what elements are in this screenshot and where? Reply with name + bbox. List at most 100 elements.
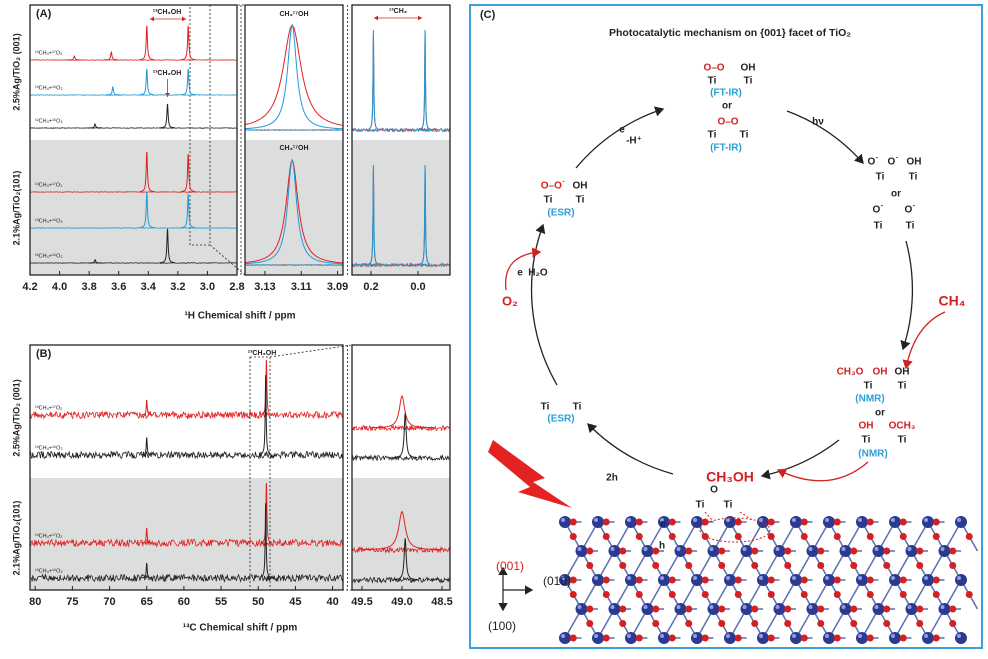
ti-atom (790, 516, 802, 528)
diagram-label: e (619, 125, 625, 136)
ti-atom (773, 603, 786, 615)
diagram-label: (FT-IR) (710, 88, 742, 99)
annotation: ¹³CH₃OH (153, 9, 182, 16)
atom-highlight (643, 605, 648, 609)
diagram-label: (NMR) (858, 449, 887, 460)
atom-highlight (957, 576, 961, 580)
diagram-label: OH (873, 367, 888, 378)
diagram-label: 2h (606, 473, 618, 484)
ti-atom (757, 516, 769, 528)
o-atom (817, 620, 825, 627)
panel-frame (29, 4, 238, 276)
o-atom (586, 562, 594, 569)
ti-atom (691, 516, 703, 528)
atom-highlight (924, 634, 928, 638)
o-atom (932, 634, 940, 642)
atom-highlight (775, 605, 780, 609)
o-atom (866, 533, 874, 540)
atom-highlight (693, 634, 697, 638)
panel-frame (29, 344, 344, 591)
light-bolt (488, 440, 572, 508)
peak (393, 413, 418, 459)
baseline (30, 450, 343, 460)
ti-atom (806, 545, 819, 557)
baseline (30, 538, 343, 549)
ti-atom (674, 545, 687, 557)
o-atom (718, 620, 726, 627)
atom-highlight (676, 605, 681, 609)
peak (369, 395, 435, 429)
atom-highlight (742, 605, 747, 609)
o-atom (833, 533, 841, 540)
trace-label: ¹³CH₄+¹⁶O₂ (35, 567, 63, 574)
diagram-label: (001) (496, 559, 524, 573)
peak (180, 153, 196, 193)
x-tick-label: 4.0 (52, 281, 67, 293)
ti-atom (757, 574, 769, 586)
atom-highlight (858, 634, 862, 638)
annotation: CH₃¹⁷OH (279, 11, 308, 18)
o-atom (635, 533, 643, 540)
ti-atom (905, 603, 918, 615)
baseline (245, 264, 343, 266)
panel-frame (351, 344, 451, 591)
spectrum-plot (30, 25, 237, 264)
atom-highlight (891, 576, 895, 580)
o-atom (767, 533, 775, 540)
o-atom (899, 518, 907, 526)
baseline (245, 129, 343, 131)
baseline (352, 262, 450, 268)
o-atom (784, 620, 792, 627)
atom-highlight (627, 576, 631, 580)
x-axis-label: ¹H Chemical shift / ppm (184, 311, 295, 322)
o-atom (883, 562, 891, 569)
o-atom (833, 576, 841, 584)
o-atom (635, 518, 643, 526)
o-atom (899, 576, 907, 584)
group-label: 2.5%Ag/TiO₂ (001) (11, 33, 21, 110)
trace-label: ¹²CH₄+¹⁶O₂ (35, 252, 63, 259)
diagram-label: O˙ (904, 205, 915, 216)
baseline (30, 59, 237, 61)
diagram-label: O˙ (887, 157, 898, 168)
o-atom (866, 591, 874, 598)
atom-highlight (709, 547, 714, 551)
o-atom (916, 620, 924, 627)
o-atom (965, 591, 973, 598)
atom-highlight (610, 605, 615, 609)
o-atom (751, 562, 759, 569)
peak (105, 85, 121, 96)
diagram-label: O₂ (502, 293, 518, 308)
x-tick-label: 48.5 (431, 596, 452, 608)
trace-label: ¹³CH₄+¹⁶O₂ (35, 217, 63, 224)
o-atom (685, 562, 693, 569)
diagram-label: or (891, 189, 901, 200)
atom-highlight (792, 518, 796, 522)
group-label: 2.1%Ag/TiO₂(101) (11, 501, 21, 576)
diagram-label: Ti (724, 500, 733, 511)
ti-atom (839, 545, 852, 557)
o-atom (652, 547, 660, 555)
o-atom (635, 576, 643, 584)
peak (420, 29, 430, 130)
annotation: CH₃¹⁷OH (279, 145, 308, 152)
o-atom (883, 547, 891, 555)
ti-atom (658, 574, 670, 586)
x-tick-label: 3.4 (141, 281, 157, 293)
ti-atom (575, 545, 588, 557)
panel-frame (244, 4, 344, 276)
diagram-label: h (659, 541, 665, 552)
o-atom (784, 605, 792, 613)
o-atom (685, 620, 693, 627)
o-atom (685, 605, 693, 613)
ti-atom (740, 603, 753, 615)
baseline (30, 127, 237, 129)
atom-highlight (957, 518, 961, 522)
baseline (352, 576, 450, 584)
atom-highlight (841, 605, 846, 609)
diagram-label: (ESR) (547, 208, 574, 219)
o-atom (602, 634, 610, 642)
ti-atom (592, 632, 604, 644)
atom-highlight (858, 518, 862, 522)
ti-atom (707, 545, 720, 557)
